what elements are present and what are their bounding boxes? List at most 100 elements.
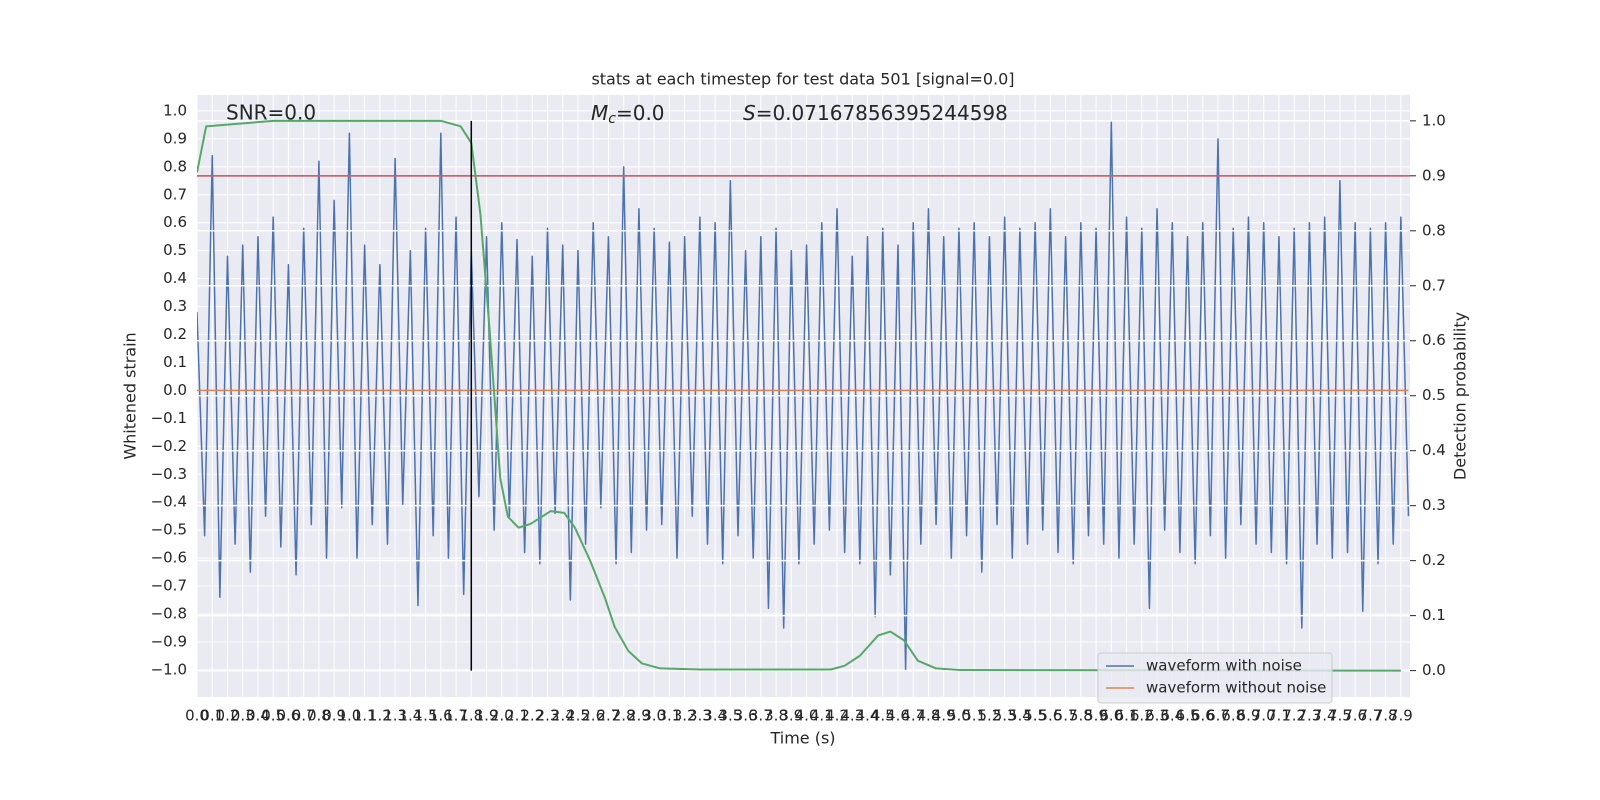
labels: 0.00.10.20.30.40.50.60.70.80.91.01.11.21… (151, 101, 1446, 724)
x-tick-label: 3.0 (642, 707, 666, 725)
x-tick-label: 4.8 (917, 707, 941, 725)
x-tick-label: 4.9 (932, 707, 956, 725)
x-tick-label: 4.5 (871, 707, 895, 725)
y2-tick-label: 0.7 (1422, 276, 1446, 294)
x-tick-label: 5.1 (962, 707, 986, 725)
x-tick-label: 1.5 (414, 707, 438, 725)
x-tick-label: 6.7 (1206, 707, 1230, 725)
x-tick-label: 7.8 (1374, 707, 1398, 725)
y-tick-label: −0.9 (151, 632, 187, 650)
annotation-subscript: c (608, 111, 616, 127)
x-tick-label: 5.4 (1008, 707, 1032, 725)
y-tick-label: 0.0 (163, 381, 187, 399)
y-tick-label: 0.1 (163, 353, 187, 371)
y-tick-label: −0.6 (151, 549, 187, 567)
x-tick-label: 0.8 (307, 707, 331, 725)
y-tick-label: −0.4 (151, 493, 187, 511)
x-tick-label: 7.5 (1328, 707, 1352, 725)
y2-tick-label: 0.0 (1422, 661, 1446, 679)
x-tick-label: 1.2 (368, 707, 392, 725)
data-area (197, 121, 1410, 671)
x-tick-label: 2.8 (612, 707, 636, 725)
x-tick-label: 1.1 (353, 707, 377, 725)
y2-tick-label: 0.1 (1422, 606, 1446, 624)
y-tick-label: −0.8 (151, 604, 187, 622)
y-axis-label: Whitened strain (121, 332, 140, 459)
x-tick-label: 4.2 (825, 707, 849, 725)
x-tick-label: 1.6 (429, 707, 453, 725)
legend-box (1097, 652, 1333, 704)
x-tick-label: 1.7 (444, 707, 468, 725)
y2-tick-label: 0.9 (1422, 166, 1446, 184)
y-tick-label: −0.3 (151, 465, 187, 483)
y2-axis-label: Detection probability (1451, 312, 1470, 480)
x-tick-label: 5.2 (977, 707, 1001, 725)
x-tick-label: 0.1 (200, 707, 224, 725)
y2-tick-label: 0.5 (1422, 386, 1446, 404)
x-tick-label: 3.7 (749, 707, 773, 725)
x-tick-label: 6.1 (1115, 707, 1139, 725)
x-tick-label: 3.5 (718, 707, 742, 725)
x-tick-label: 6.8 (1221, 707, 1245, 725)
annotation: SNR=0.0 (226, 101, 316, 125)
x-tick-label: 6.3 (1145, 707, 1169, 725)
x-tick-label: 6.0 (1099, 707, 1123, 725)
x-tick-label: 7.0 (1252, 707, 1276, 725)
legend-label: waveform without noise (1146, 679, 1326, 697)
x-tick-label: 6.6 (1191, 707, 1215, 725)
y-tick-label: 1.0 (163, 101, 187, 119)
x-tick-label: 4.3 (840, 707, 864, 725)
y-tick-label: 0.3 (163, 297, 187, 315)
x-tick-label: 2.5 (566, 707, 590, 725)
y2-tick-label: 0.3 (1422, 496, 1446, 514)
x-tick-label: 6.9 (1237, 707, 1261, 725)
y2-tick-label: 0.8 (1422, 221, 1446, 239)
x-tick-label: 5.8 (1069, 707, 1093, 725)
legend: waveform with noise waveform without nois… (1097, 652, 1333, 704)
x-tick-label: 3.9 (779, 707, 803, 725)
annotation: Mc=0.0 (591, 101, 665, 128)
x-tick-label: 5.6 (1038, 707, 1062, 725)
x-tick-label: 7.4 (1313, 707, 1337, 725)
y-tick-label: −0.2 (151, 437, 187, 455)
y-tick-label: −0.7 (151, 577, 187, 595)
series-line (197, 119, 1401, 672)
x-tick-label: 5.0 (947, 707, 971, 725)
x-tick-label: 6.5 (1176, 707, 1200, 725)
x-tick-label: 1.4 (398, 707, 422, 725)
x-tick-label: 0.0 (185, 707, 209, 725)
chart-title: stats at each timestep for test data 501… (591, 70, 1014, 89)
y-tick-label: 0.4 (163, 269, 187, 287)
y-tick-label: −1.0 (151, 660, 187, 678)
x-tick-label: 2.3 (536, 707, 560, 725)
x-tick-label: 0.2 (216, 707, 240, 725)
x-tick-label: 5.5 (1023, 707, 1047, 725)
annotation-symbol: M (591, 101, 608, 125)
x-tick-label: 0.4 (246, 707, 270, 725)
x-tick-label: 2.6 (581, 707, 605, 725)
x-tick-label: 4.1 (810, 707, 834, 725)
annotation-text: =0.07167856395244598 (756, 101, 1008, 125)
y-tick-label: 0.2 (163, 325, 187, 343)
y-tick-label: 0.8 (163, 157, 187, 175)
x-tick-label: 7.3 (1297, 707, 1321, 725)
y-tick-label: −0.1 (151, 409, 187, 427)
x-tick-label: 0.9 (322, 707, 346, 725)
x-tick-label: 0.7 (292, 707, 316, 725)
x-tick-label: 2.2 (520, 707, 544, 725)
y2-tick-label: 1.0 (1422, 111, 1446, 129)
x-tick-label: 1.0 (337, 707, 361, 725)
y-tick-label: 0.7 (163, 185, 187, 203)
x-tick-label: 3.4 (703, 707, 727, 725)
x-tick-label: 4.4 (856, 707, 880, 725)
x-tick-label: 7.7 (1358, 707, 1382, 725)
y-tick-label: −0.5 (151, 521, 187, 539)
x-tick-label: 0.5 (261, 707, 285, 725)
x-axis-label: Time (s) (769, 729, 835, 748)
x-tick-label: 3.8 (764, 707, 788, 725)
x-tick-label: 7.9 (1389, 707, 1413, 725)
x-tick-label: 7.1 (1267, 707, 1291, 725)
x-tick-label: 6.4 (1160, 707, 1184, 725)
